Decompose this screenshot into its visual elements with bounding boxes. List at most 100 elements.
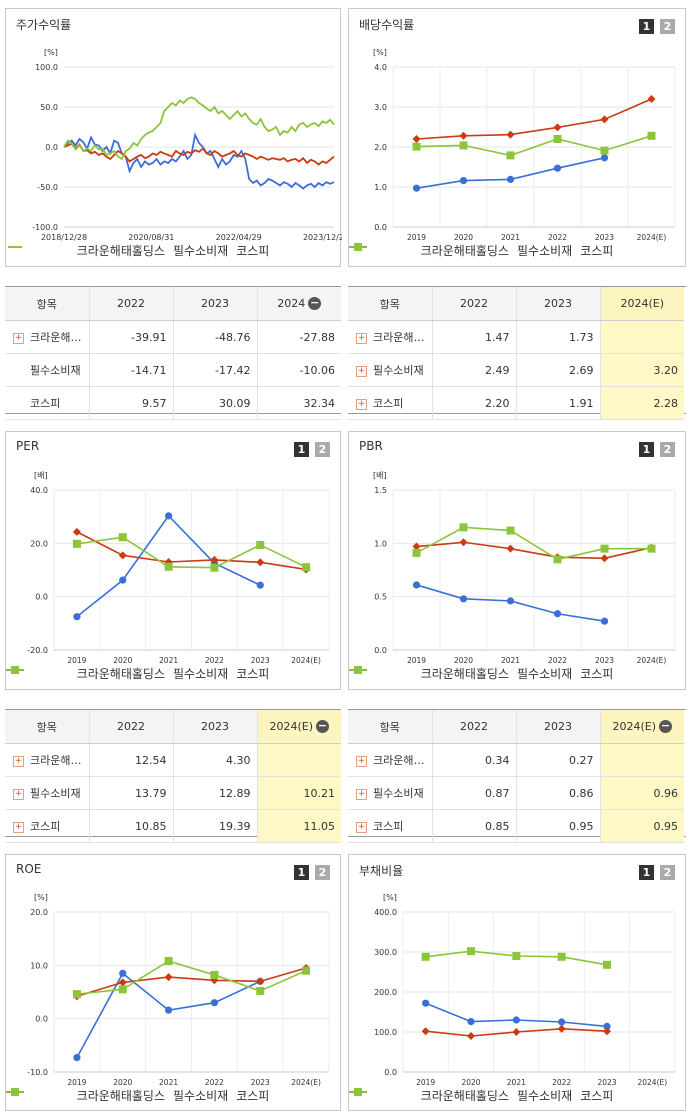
expand-plus-icon[interactable]: + bbox=[13, 332, 24, 344]
view-1-button[interactable]: 1 bbox=[639, 19, 654, 34]
data-point-circle bbox=[164, 512, 173, 520]
view-1-button[interactable]: 1 bbox=[639, 865, 654, 880]
dividend-chart: [%] 4.0 3.0 2.0 1.0 0.0 2019 2020 2021 2022 2023 20… bbox=[373, 48, 676, 242]
data-point-circle bbox=[210, 999, 219, 1007]
column-header-label: 2024(E) bbox=[612, 719, 657, 733]
panel-title: ROE bbox=[16, 862, 42, 876]
expand-plus-icon[interactable]: + bbox=[356, 821, 367, 833]
view-2-button[interactable]: 2 bbox=[660, 865, 675, 880]
table-cell: -39.91 bbox=[88, 320, 173, 354]
column-header-label: 2024 bbox=[277, 296, 306, 310]
expand-plus-icon[interactable]: + bbox=[13, 821, 24, 833]
series-line-consumer bbox=[76, 967, 307, 998]
y-tick-label: 100.0 bbox=[35, 63, 58, 72]
x-tick-label: 2021 bbox=[507, 1078, 526, 1087]
data-point-square bbox=[164, 562, 173, 571]
legend-item-kospi[interactable]: 코스피 bbox=[349, 242, 613, 259]
expand-plus-icon[interactable]: + bbox=[356, 788, 367, 800]
column-header-label: 항목 bbox=[379, 720, 400, 734]
data-point-circle bbox=[553, 164, 562, 172]
legend-item-consumer[interactable]: 필수소비재 bbox=[8, 242, 228, 259]
legend-item-kospi[interactable]: 코스피 bbox=[349, 1087, 613, 1104]
table-row: 코스피 9.57 30.09 32.34 bbox=[5, 386, 341, 420]
chart-legend: 크라운해태홀딩스 필수소비재 코스피 bbox=[6, 665, 340, 682]
column-header: 2024− bbox=[256, 287, 341, 321]
legend-item-kraun[interactable]: 크라운해태홀딩스 bbox=[349, 665, 509, 682]
view-1-button[interactable]: 1 bbox=[294, 865, 309, 880]
row-label: 필수소비재 bbox=[373, 787, 424, 800]
data-point-diamond bbox=[118, 978, 127, 987]
legend-item-kraun[interactable]: 크라운해태홀딩스 bbox=[349, 1087, 509, 1104]
data-point-square bbox=[210, 563, 219, 572]
data-point-circle bbox=[256, 581, 264, 589]
legend-item-consumer[interactable]: 필수소비재 bbox=[349, 242, 572, 259]
legend-item-consumer[interactable]: 필수소비재 bbox=[6, 665, 228, 682]
y-tick-label: 100.0 bbox=[374, 1028, 397, 1037]
data-point-square bbox=[647, 131, 656, 140]
data-point-diamond bbox=[600, 115, 609, 124]
view-2-button[interactable]: 2 bbox=[660, 442, 675, 457]
legend-swatch-icon bbox=[6, 1088, 24, 1096]
data-point-diamond bbox=[164, 973, 173, 982]
data-point-square bbox=[467, 947, 475, 956]
table-cell: -17.42 bbox=[172, 353, 257, 387]
column-header: 2024(E) bbox=[599, 287, 684, 321]
legend-item-consumer[interactable]: 필수소비재 bbox=[349, 665, 572, 682]
table-row: + 크라운해… 0.34 0.27 bbox=[348, 743, 684, 777]
expand-plus-icon[interactable]: + bbox=[356, 365, 367, 377]
collapse-minus-icon[interactable]: − bbox=[659, 719, 673, 734]
expand-plus-icon[interactable]: + bbox=[13, 755, 24, 767]
table-cell: -27.88 bbox=[256, 320, 341, 354]
legend-item-kospi[interactable]: 코스피 bbox=[6, 1087, 269, 1104]
legend-item-kospi[interactable]: 코스피 bbox=[6, 665, 270, 682]
column-header: 2023 bbox=[172, 710, 257, 744]
view-1-button[interactable]: 1 bbox=[639, 442, 654, 457]
expand-plus-icon[interactable]: + bbox=[356, 398, 367, 410]
legend-item-kospi[interactable]: 코스피 bbox=[8, 242, 269, 259]
expand-plus-icon[interactable]: + bbox=[356, 332, 367, 344]
legend-item-kraun[interactable]: 크라운해태홀딩스 bbox=[6, 665, 165, 682]
data-point-diamond bbox=[459, 538, 468, 547]
series-line-kospi bbox=[76, 960, 307, 995]
legend-item-kospi[interactable]: 코스피 bbox=[349, 665, 613, 682]
legend-item-consumer[interactable]: 필수소비재 bbox=[349, 1087, 573, 1104]
legend-item-kraun[interactable]: 크라운해태홀딩스 bbox=[6, 1087, 165, 1104]
legend-label: 코스피 bbox=[236, 667, 270, 681]
table-row: + 코스피 10.85 19.39 11.05 bbox=[5, 809, 341, 843]
series-line-consumer bbox=[416, 98, 652, 140]
view-1-button[interactable]: 1 bbox=[294, 442, 309, 457]
data-point-circle bbox=[459, 595, 468, 603]
column-header: 2022 bbox=[431, 710, 516, 744]
data-point-square bbox=[553, 135, 562, 143]
row-label: 필수소비재 bbox=[30, 364, 81, 377]
legend-label: 필수소비재 bbox=[517, 1089, 573, 1103]
column-header: 항목 bbox=[5, 710, 89, 744]
y-tick-label: -20.0 bbox=[27, 646, 48, 655]
collapse-minus-icon[interactable]: − bbox=[316, 719, 330, 734]
view-2-button[interactable]: 2 bbox=[315, 442, 330, 457]
row-label: 코스피 bbox=[30, 820, 61, 833]
column-header: 2023 bbox=[515, 287, 600, 321]
legend-item-consumer[interactable]: 필수소비재 bbox=[6, 1087, 228, 1104]
data-point-diamond bbox=[72, 527, 81, 536]
data-point-square bbox=[354, 243, 362, 251]
table-cell: 2.20 bbox=[431, 386, 516, 420]
expand-plus-icon[interactable]: + bbox=[356, 755, 367, 767]
y-tick-label: 1.5 bbox=[374, 486, 387, 495]
view-2-button[interactable]: 2 bbox=[315, 865, 330, 880]
expand-plus-icon[interactable]: + bbox=[13, 788, 24, 800]
row-label: 코스피 bbox=[373, 397, 404, 410]
table-row: + 크라운해… 12.54 4.30 bbox=[5, 743, 341, 777]
data-point-circle bbox=[512, 1016, 520, 1024]
table-row: + 필수소비재 2.49 2.69 3.20 bbox=[348, 353, 684, 387]
legend-item-kraun[interactable]: 크라운해태홀딩스 bbox=[349, 242, 509, 259]
view-2-button[interactable]: 2 bbox=[660, 19, 675, 34]
collapse-minus-icon[interactable]: − bbox=[308, 296, 322, 311]
legend-item-kraun[interactable]: 크라운해태홀딩스 bbox=[8, 242, 165, 259]
data-point-circle bbox=[467, 1018, 475, 1026]
y-tick-label: 20.0 bbox=[30, 908, 48, 917]
